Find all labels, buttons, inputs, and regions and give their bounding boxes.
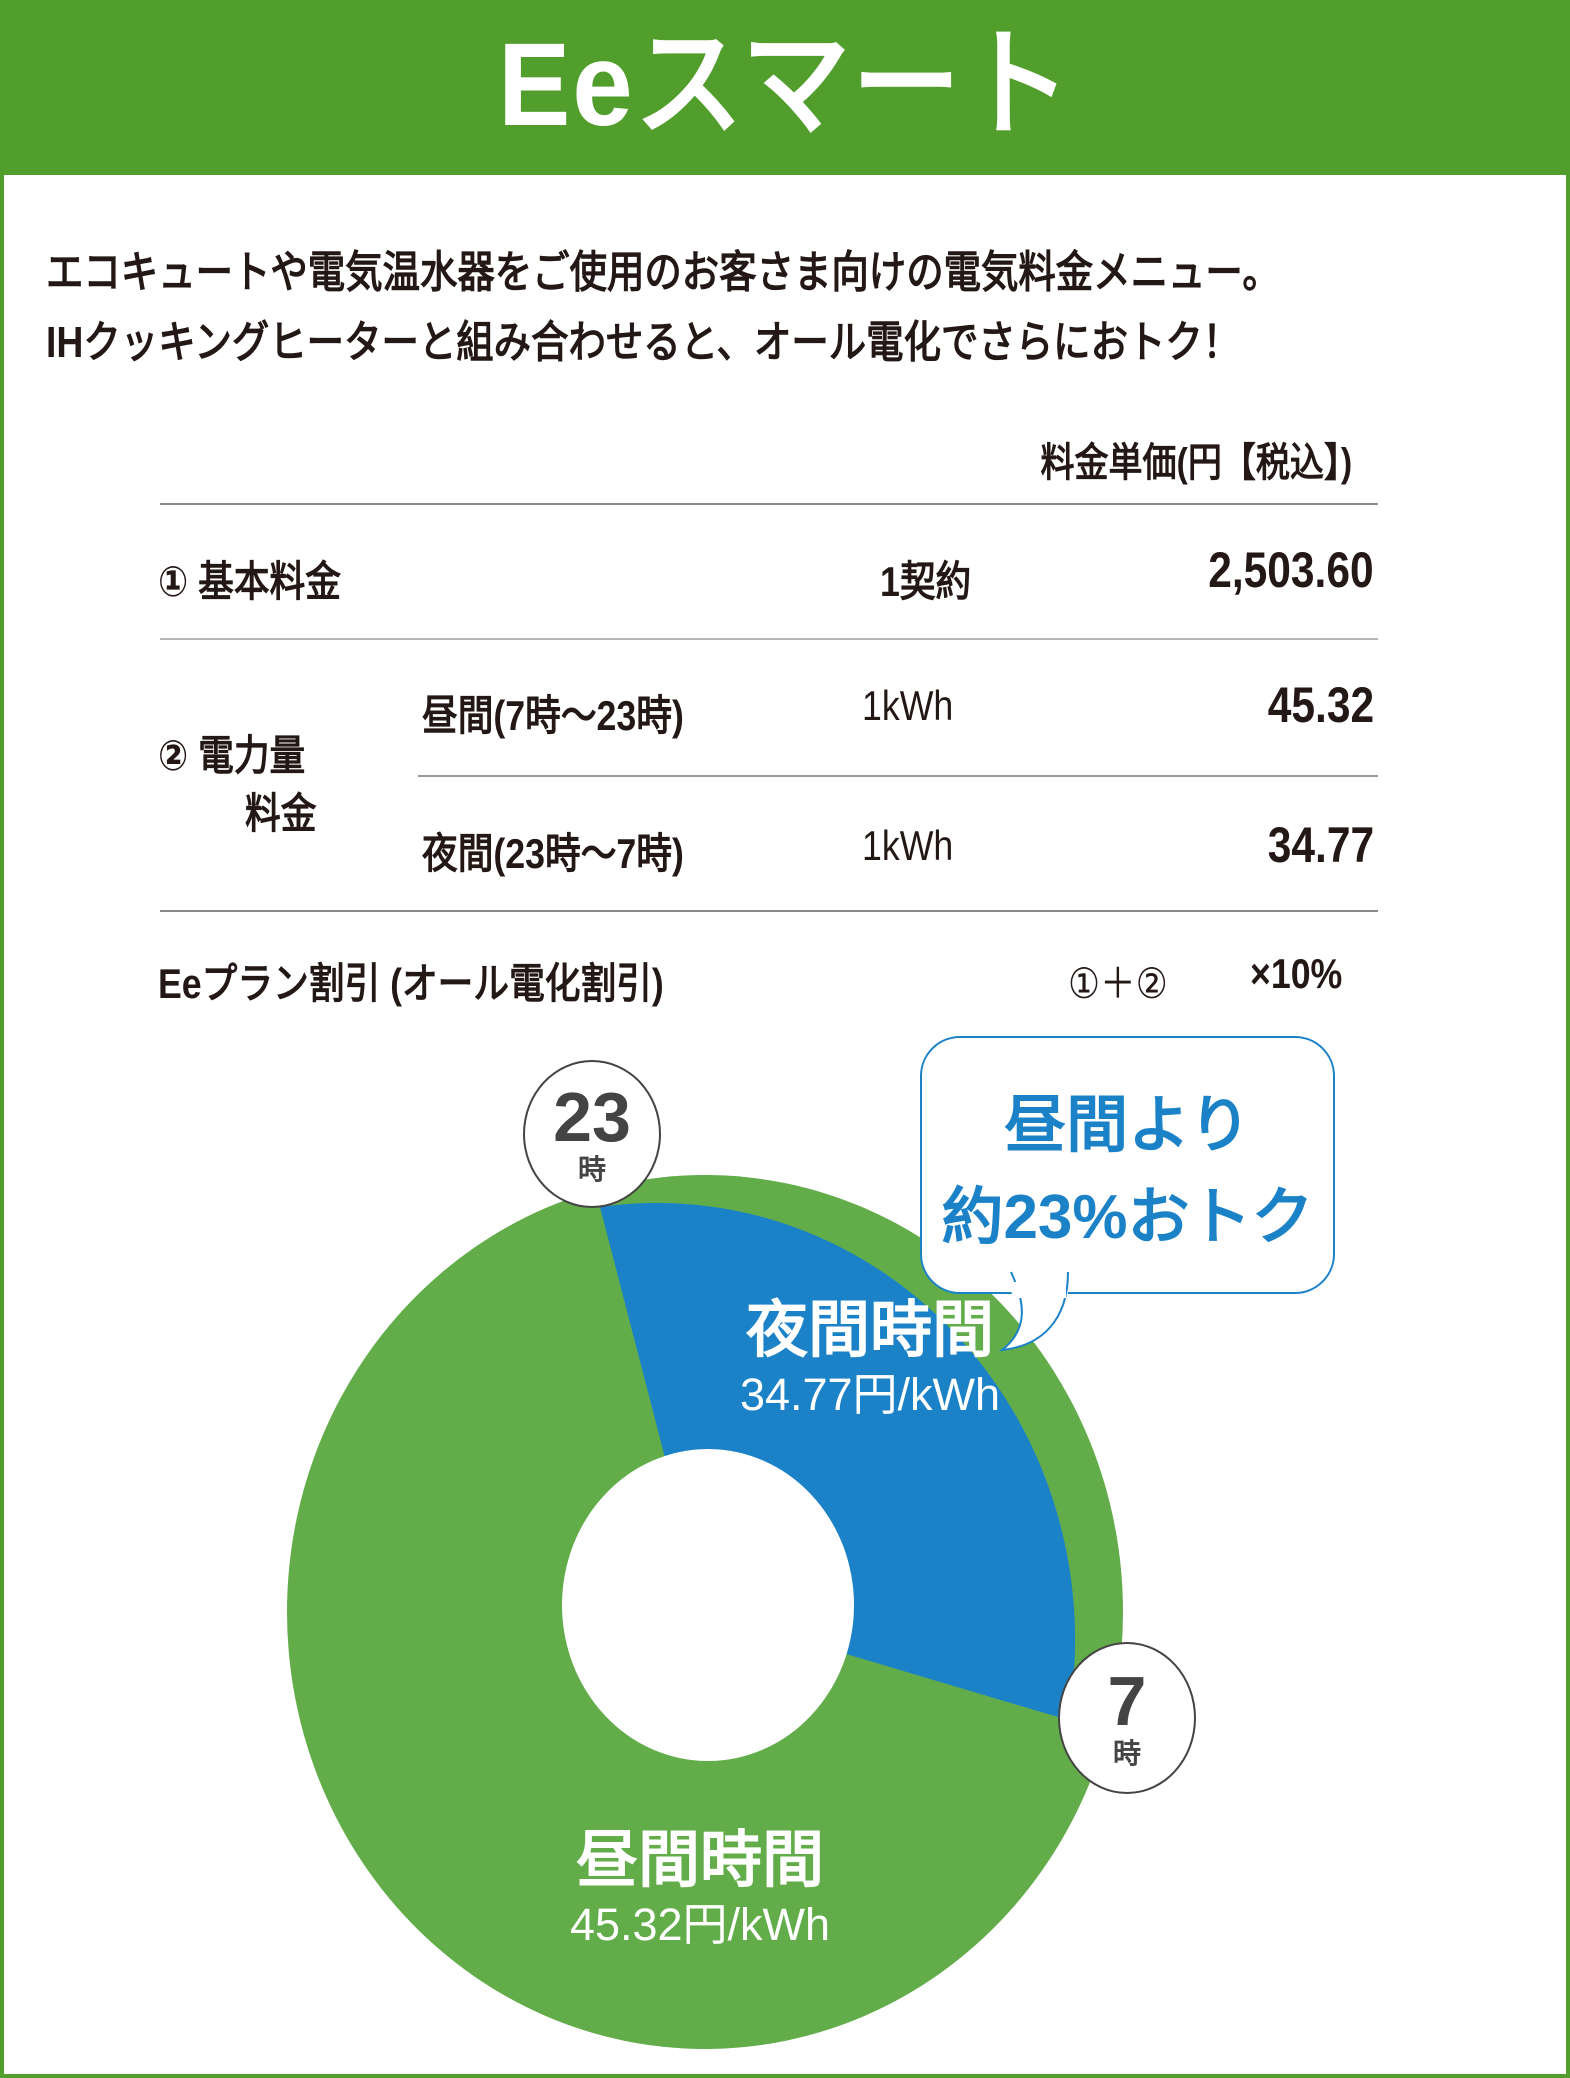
night-price: 34.77 bbox=[1267, 817, 1374, 873]
donut-hole bbox=[562, 1449, 854, 1761]
intro-text: エコキュートや電気温水器をご使用のお客さま向けの電気料金メニュー。 IHクッキン… bbox=[46, 238, 1546, 378]
table-divider bbox=[160, 503, 1378, 505]
plan-title: Eeスマート bbox=[497, 18, 1073, 151]
basic-fee-label: ① 基本料金 bbox=[158, 558, 341, 605]
intro-line-1: エコキュートや電気温水器をご使用のお客さま向けの電気料金メニュー。 bbox=[46, 248, 1280, 297]
day-price: 45.32 bbox=[1267, 677, 1374, 733]
discount-label: Eeプラン割引 (オール電化割引) bbox=[158, 960, 664, 1007]
savings-callout bbox=[920, 1036, 1335, 1294]
day-unit: 1kWh bbox=[862, 682, 954, 729]
table-divider bbox=[160, 638, 1378, 640]
discount-rate: ×10% bbox=[1250, 950, 1343, 997]
price-column-header: 料金単価(円【税込】) bbox=[1040, 441, 1353, 485]
hour-marker-23: 23 時 bbox=[523, 1060, 661, 1208]
basic-fee-unit: 1契約 bbox=[880, 558, 972, 605]
day-period: 昼間(7時〜23時) bbox=[422, 692, 684, 739]
savings-callout-text: 昼間より 約23%おトク bbox=[920, 1080, 1335, 1264]
callout-line-2: 約23%おトク bbox=[941, 1183, 1314, 1252]
night-period: 夜間(23時〜7時) bbox=[422, 830, 684, 877]
basic-fee-price: 2,503.60 bbox=[1208, 542, 1374, 598]
energy-fee-label-2: 料金 bbox=[245, 790, 317, 837]
table-divider bbox=[418, 775, 1378, 777]
intro-line-2: IHクッキングヒーターと組み合わせると、オール電化でさらにおトク！ bbox=[46, 318, 1241, 367]
callout-line-1: 昼間より bbox=[1004, 1091, 1251, 1160]
discount-formula: ①＋② bbox=[1068, 960, 1168, 1007]
hour-marker-7: 7 時 bbox=[1058, 1642, 1196, 1794]
header-banner: Eeスマート bbox=[0, 0, 1570, 175]
day-segment-label: 昼間時間 45.32円/kWh bbox=[569, 1826, 831, 1950]
energy-fee-label: ② 電力量 bbox=[158, 732, 306, 779]
night-unit: 1kWh bbox=[862, 822, 954, 869]
night-segment-label: 夜間時間 34.77円/kWh bbox=[739, 1296, 1001, 1420]
table-divider bbox=[160, 910, 1378, 912]
